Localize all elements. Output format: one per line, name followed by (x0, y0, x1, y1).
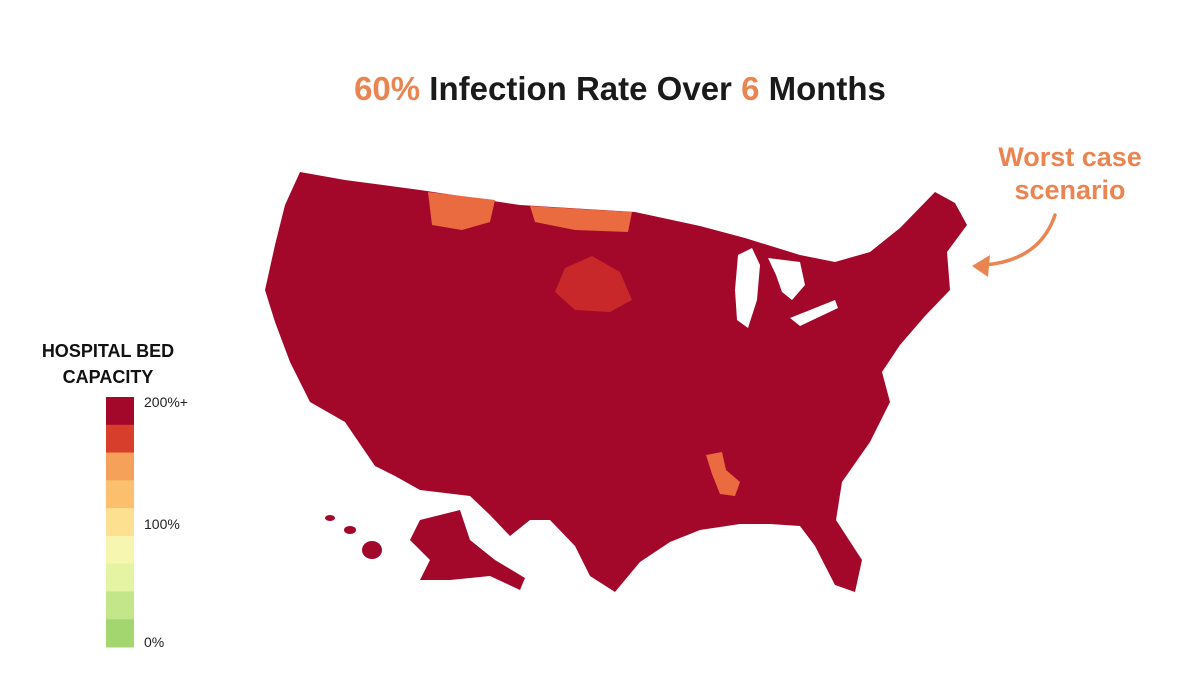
hawaii (362, 541, 382, 559)
title-part: 60% (354, 70, 420, 107)
legend-title-line: CAPACITY (63, 367, 154, 387)
legend-label: 100% (144, 516, 180, 532)
annotation-arrow (983, 213, 1057, 267)
alaska (410, 510, 525, 590)
legend-label: 0% (144, 634, 164, 650)
legend-swatch (106, 563, 134, 592)
legend-label: 200%+ (144, 394, 188, 410)
legend-swatch (106, 508, 134, 537)
annotation: Worst case scenario (998, 142, 1142, 205)
title-part: Months (759, 70, 885, 107)
title: 60% Infection Rate Over 6 Months (354, 70, 886, 107)
legend-swatch (106, 397, 134, 426)
legend-title-line: HOSPITAL BED (42, 341, 174, 361)
annotation-arrowhead (972, 255, 990, 277)
hawaii (344, 526, 356, 534)
lake-erie (790, 300, 838, 326)
contiguous-us (265, 172, 967, 592)
legend-swatch (106, 424, 134, 454)
legend: 200%+ 100% 0% (106, 394, 188, 650)
legend-swatch (106, 452, 134, 481)
annotation-line: scenario (1014, 175, 1125, 205)
region-highlight (555, 256, 632, 312)
hawaii (325, 515, 335, 521)
legend-swatch (106, 535, 134, 565)
region-highlight (706, 452, 740, 496)
lake-huron (768, 258, 805, 300)
legend-swatch (106, 480, 134, 509)
legend-swatch (106, 591, 134, 620)
annotation-line: Worst case (998, 142, 1142, 172)
region-highlight (428, 192, 495, 230)
legend-swatch (106, 619, 134, 648)
us-map (265, 172, 967, 592)
lake-michigan (735, 248, 760, 328)
region-highlight (530, 206, 632, 232)
title-part: 6 (741, 70, 759, 107)
title-part: Infection Rate Over (420, 70, 741, 107)
legend-title: HOSPITAL BED CAPACITY (42, 341, 174, 387)
